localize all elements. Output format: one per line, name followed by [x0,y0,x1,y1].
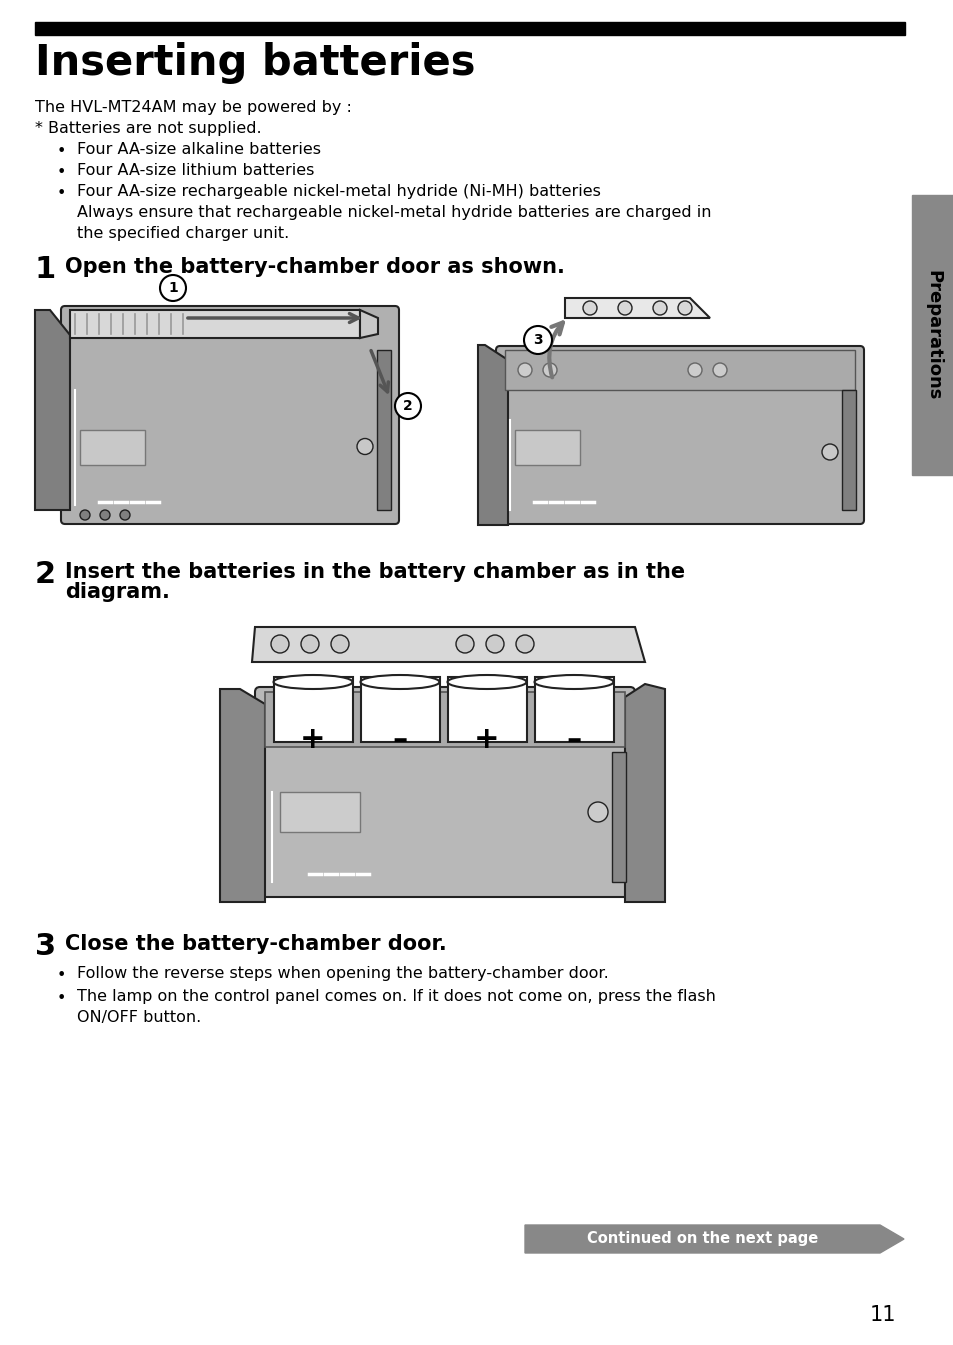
Bar [448,677,526,742]
Circle shape [712,363,726,377]
Circle shape [687,363,701,377]
Bar [535,677,614,742]
Text: Close the battery-chamber door.: Close the battery-chamber door. [65,933,446,954]
Text: Open the battery-chamber door as shown.: Open the battery-chamber door as shown. [65,257,564,277]
Circle shape [485,635,503,654]
Bar [80,430,145,465]
Circle shape [331,635,349,654]
Text: –: – [566,725,581,753]
Bar [274,677,353,742]
Circle shape [120,510,130,521]
Text: +: + [300,725,326,753]
Polygon shape [35,309,70,510]
Circle shape [456,635,474,654]
Circle shape [587,802,607,822]
Polygon shape [624,685,664,902]
Text: 11: 11 [869,1305,896,1325]
Circle shape [678,301,691,315]
Bar [504,350,854,390]
Circle shape [618,301,631,315]
Ellipse shape [447,675,526,689]
Text: 1: 1 [168,281,177,295]
Circle shape [100,510,110,521]
Polygon shape [564,299,709,317]
Circle shape [80,510,90,521]
Text: Four AA-size rechargeable nickel-metal hydride (Ni-MH) batteries: Four AA-size rechargeable nickel-metal h… [77,184,600,199]
Bar [360,677,439,742]
Text: ON/OFF button.: ON/OFF button. [77,1010,201,1025]
Polygon shape [477,346,507,525]
Circle shape [395,393,420,420]
Ellipse shape [360,675,439,689]
Text: 1: 1 [35,256,56,284]
Text: 2: 2 [35,560,56,589]
Text: •: • [57,144,67,159]
Circle shape [301,635,318,654]
Text: Continued on the next page: Continued on the next page [586,1232,818,1247]
Text: 3: 3 [35,932,56,960]
Text: –: – [392,725,407,753]
FancyBboxPatch shape [496,346,863,525]
Bar [515,430,579,465]
Bar [612,752,625,882]
FancyBboxPatch shape [61,307,398,525]
Text: Always ensure that rechargeable nickel-metal hydride batteries are charged in: Always ensure that rechargeable nickel-m… [77,204,711,221]
Circle shape [652,301,666,315]
Circle shape [821,444,837,460]
Text: Insert the batteries in the battery chamber as in the: Insert the batteries in the battery cham… [65,562,684,582]
Bar [376,350,391,510]
Text: Preparations: Preparations [923,270,941,401]
Ellipse shape [274,675,352,689]
Text: •: • [57,968,67,983]
Polygon shape [524,1225,903,1254]
Text: * Batteries are not supplied.: * Batteries are not supplied. [35,121,261,136]
Circle shape [582,301,597,315]
Polygon shape [220,689,265,902]
Text: The HVL-MT24AM may be powered by :: The HVL-MT24AM may be powered by : [35,100,352,116]
Text: 3: 3 [533,334,542,347]
Polygon shape [252,627,644,662]
Text: Inserting batteries: Inserting batteries [35,42,475,83]
Text: Four AA-size lithium batteries: Four AA-size lithium batteries [77,163,314,178]
Text: 2: 2 [403,399,413,413]
Text: •: • [57,165,67,180]
FancyBboxPatch shape [254,687,635,897]
Circle shape [516,635,534,654]
Bar [280,792,359,833]
Text: The lamp on the control panel comes on. If it does not come on, press the flash: The lamp on the control panel comes on. … [77,989,715,1003]
Circle shape [271,635,289,654]
Text: •: • [57,991,67,1006]
Bar [265,691,624,746]
Ellipse shape [534,675,613,689]
Circle shape [356,438,373,455]
Text: diagram.: diagram. [65,582,170,603]
Circle shape [523,325,552,354]
Bar [911,195,953,475]
Text: the specified charger unit.: the specified charger unit. [77,226,289,241]
Bar [70,309,359,338]
Text: +: + [474,725,499,753]
Circle shape [542,363,557,377]
Bar [35,22,904,35]
Text: •: • [57,186,67,200]
Bar [841,390,855,510]
Circle shape [517,363,532,377]
Text: Four AA-size alkaline batteries: Four AA-size alkaline batteries [77,143,320,157]
Text: Follow the reverse steps when opening the battery-chamber door.: Follow the reverse steps when opening th… [77,966,608,981]
Polygon shape [359,309,377,338]
Circle shape [160,274,186,301]
